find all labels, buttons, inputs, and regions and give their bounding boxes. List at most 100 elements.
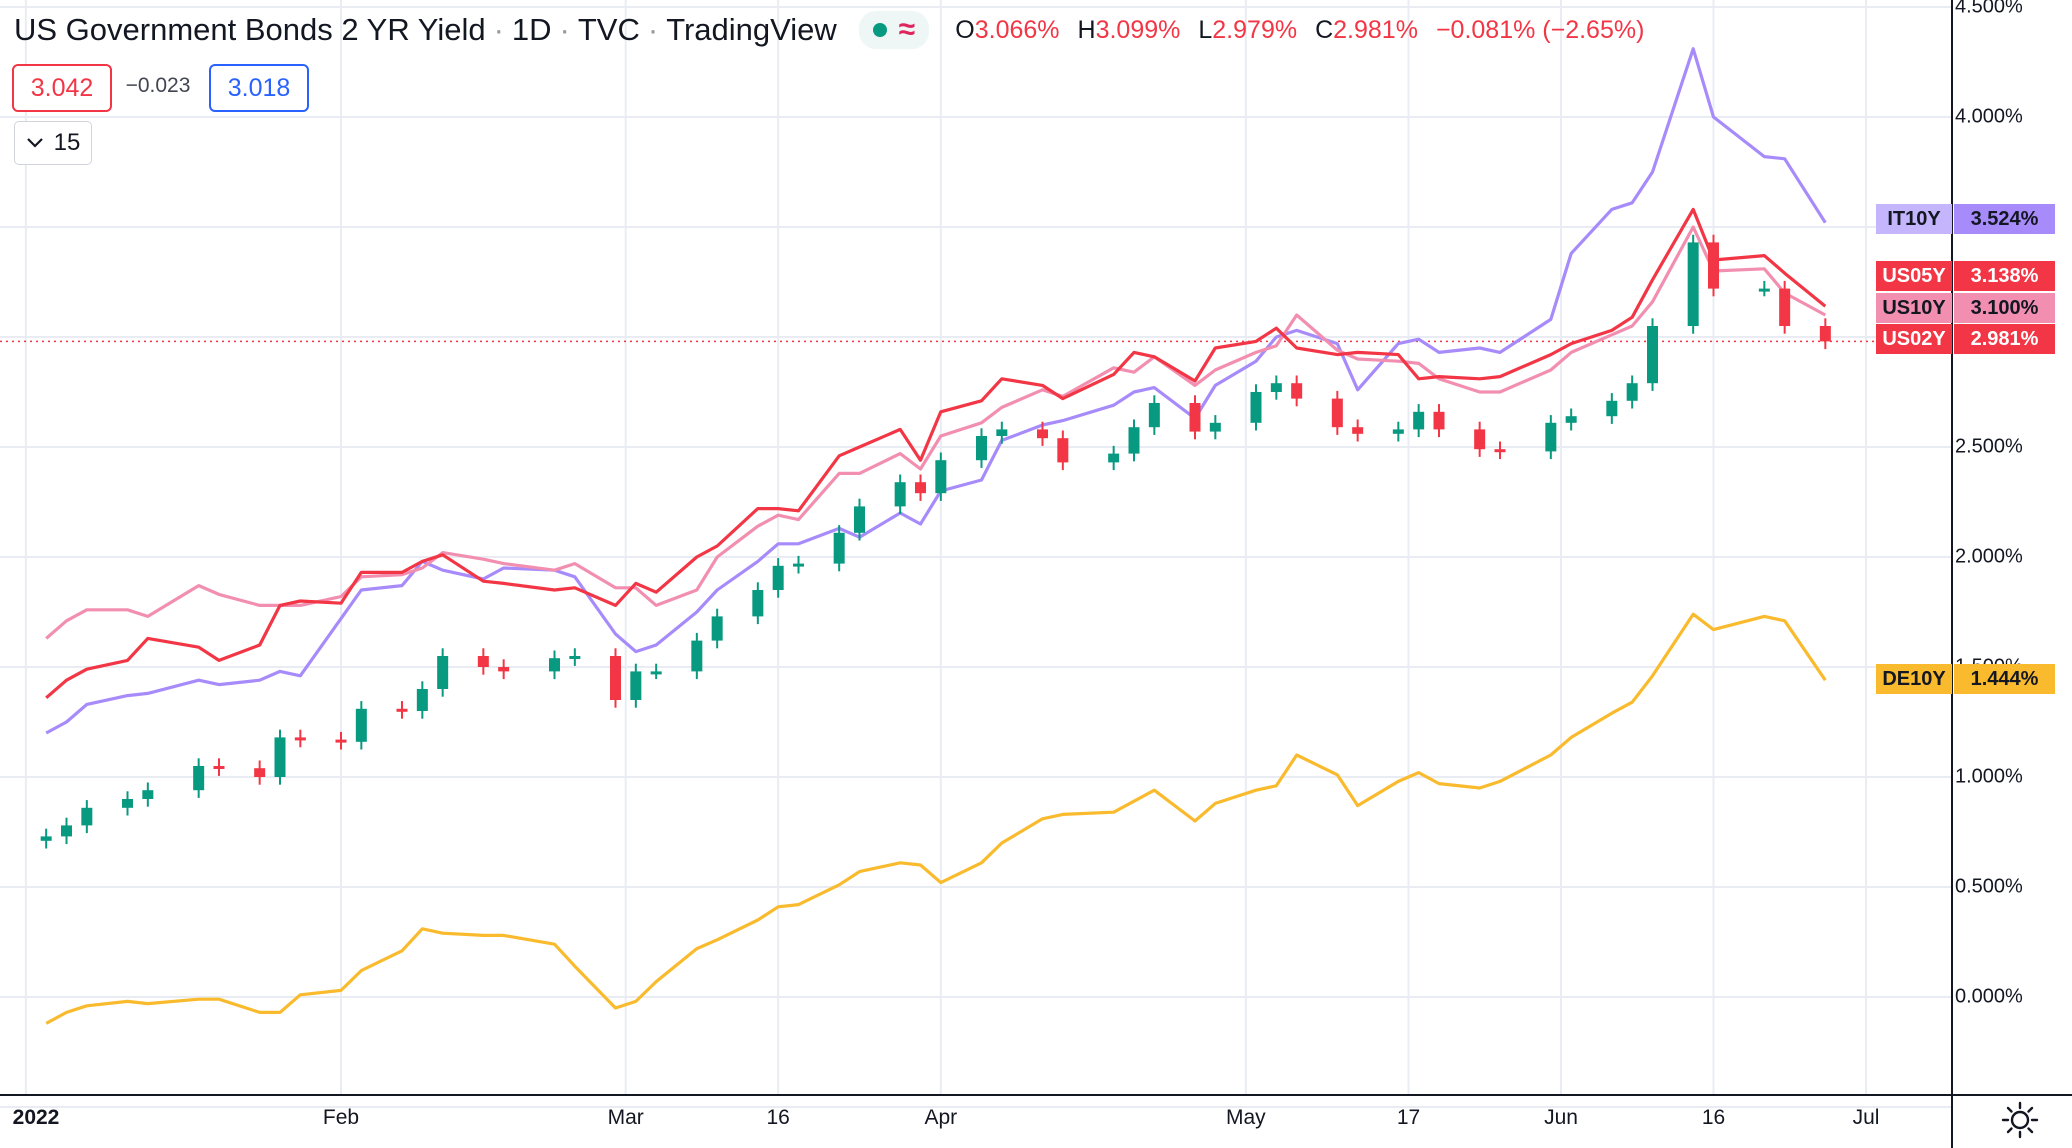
- candle-body[interactable]: [1606, 400, 1618, 417]
- y-tick-label: 4.000%: [1955, 105, 2023, 128]
- live-dot-icon: [872, 23, 887, 37]
- candle-body[interactable]: [416, 689, 428, 711]
- candle-body[interactable]: [1057, 438, 1069, 463]
- candle-body[interactable]: [1545, 422, 1557, 452]
- change-value: −0.081% (−2.65%): [1435, 15, 1645, 44]
- candle-body[interactable]: [1148, 403, 1160, 428]
- x-tick-label: Jul: [1852, 1106, 1880, 1129]
- bid-button[interactable]: 3.042: [12, 64, 112, 112]
- candle-body[interactable]: [213, 766, 225, 769]
- candle-body[interactable]: [1819, 326, 1831, 342]
- candle-body[interactable]: [549, 658, 560, 672]
- high-value: 3.099%: [1095, 15, 1181, 44]
- candle-body[interactable]: [1565, 416, 1577, 423]
- candle-body[interactable]: [335, 739, 347, 743]
- candle-body[interactable]: [122, 799, 133, 808]
- interval[interactable]: 1D: [511, 12, 552, 47]
- candle-body[interactable]: [294, 737, 306, 741]
- series-value-label: 3.524%: [1954, 204, 2055, 234]
- series-symbol-label: US05Y: [1876, 261, 1952, 291]
- series-symbol-label: DE10Y: [1876, 664, 1952, 694]
- series-line-us10y[interactable]: [45, 225, 1827, 640]
- x-tick-label: May: [1225, 1106, 1266, 1129]
- candle-body[interactable]: [1189, 403, 1201, 432]
- candle-body[interactable]: [996, 429, 1008, 436]
- candle-body[interactable]: [752, 590, 764, 617]
- candle-body[interactable]: [1474, 429, 1486, 450]
- candle-body[interactable]: [1352, 427, 1364, 434]
- candle-body[interactable]: [569, 656, 581, 659]
- candle-body[interactable]: [1494, 449, 1506, 453]
- candle-body[interactable]: [630, 671, 642, 700]
- candle-body[interactable]: [1291, 383, 1303, 399]
- candle-body[interactable]: [650, 671, 662, 675]
- series-symbol-label: IT10Y: [1876, 204, 1952, 234]
- series-line-it10y[interactable]: [45, 47, 1827, 735]
- low-value: 2.979%: [1212, 15, 1298, 44]
- candle-body[interactable]: [1392, 429, 1404, 434]
- candle-body[interactable]: [81, 807, 93, 826]
- candle-body[interactable]: [976, 436, 987, 461]
- candle-body[interactable]: [1108, 453, 1120, 463]
- candle-body[interactable]: [1413, 411, 1425, 430]
- y-tick-label: 0.500%: [1955, 875, 2023, 898]
- close-label: C: [1315, 15, 1334, 44]
- candle-body[interactable]: [915, 482, 926, 494]
- x-tick-label: 17: [1396, 1106, 1421, 1129]
- candle-body[interactable]: [1128, 427, 1140, 454]
- separator: ·: [493, 12, 504, 47]
- candle-body[interactable]: [498, 667, 510, 672]
- candle-body[interactable]: [40, 836, 52, 841]
- candle-body[interactable]: [61, 825, 72, 837]
- candle-body[interactable]: [1270, 383, 1282, 392]
- candle-body[interactable]: [1687, 242, 1699, 326]
- candle-body[interactable]: [437, 656, 449, 689]
- candle-body[interactable]: [1433, 411, 1445, 430]
- candle-body[interactable]: [477, 656, 489, 667]
- x-tick-label: Jun: [1544, 1106, 1578, 1129]
- candle-body[interactable]: [193, 766, 205, 791]
- candle-body[interactable]: [254, 768, 266, 777]
- candle-body[interactable]: [610, 656, 621, 700]
- x-tick-label: 2022: [12, 1106, 60, 1129]
- ask-button[interactable]: 3.018: [209, 64, 309, 112]
- series-symbol-label: US02Y: [1876, 324, 1952, 354]
- candle-body[interactable]: [274, 737, 286, 777]
- candle-body[interactable]: [793, 563, 804, 567]
- settings-icon[interactable]: [2000, 1100, 2040, 1140]
- candle-body[interactable]: [1647, 326, 1658, 384]
- candle-body[interactable]: [1250, 392, 1262, 423]
- candle-body[interactable]: [854, 506, 865, 533]
- x-tick-label: Apr: [924, 1106, 958, 1129]
- candle-body[interactable]: [396, 708, 408, 712]
- series-value-label: 3.138%: [1954, 261, 2055, 291]
- candle-body[interactable]: [1758, 288, 1770, 292]
- series-value-label: 1.444%: [1954, 664, 2055, 694]
- candle-body[interactable]: [1331, 398, 1343, 428]
- chart-header: US Government Bonds 2 YR Yield · 1D · TV…: [14, 10, 1644, 50]
- symbol-title[interactable]: US Government Bonds 2 YR Yield: [14, 12, 486, 47]
- candle-body[interactable]: [935, 460, 947, 494]
- candle-body[interactable]: [1626, 383, 1638, 401]
- candle-body[interactable]: [833, 532, 845, 564]
- low-label: L: [1198, 15, 1213, 44]
- candle-body[interactable]: [894, 482, 906, 507]
- candle-body[interactable]: [1779, 288, 1791, 326]
- market-status[interactable]: ≈: [858, 11, 930, 49]
- candle-body[interactable]: [691, 640, 703, 672]
- separator: ·: [559, 12, 570, 47]
- approx-icon: ≈: [898, 13, 916, 46]
- candle-body[interactable]: [1708, 242, 1719, 289]
- series-line-us05y[interactable]: [45, 207, 1827, 700]
- candle-body[interactable]: [1209, 422, 1221, 432]
- candle-body[interactable]: [772, 565, 784, 590]
- candle-body[interactable]: [142, 790, 154, 799]
- indicator-toggle-button[interactable]: 15: [14, 121, 92, 165]
- series-line-de10y[interactable]: [45, 612, 1827, 1025]
- candle-body[interactable]: [711, 616, 723, 641]
- candle-body[interactable]: [355, 708, 367, 742]
- series-symbol-label: US10Y: [1876, 293, 1952, 323]
- exchange: TVC: [577, 12, 640, 47]
- candle-body[interactable]: [1037, 429, 1048, 439]
